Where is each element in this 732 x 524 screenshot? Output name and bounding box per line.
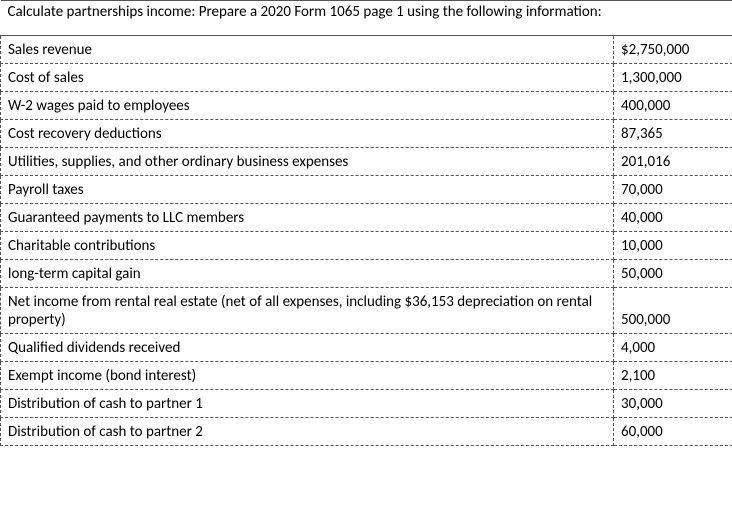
row-value: 4,000 <box>614 334 732 362</box>
row-label: Cost of sales <box>1 64 614 92</box>
table-row: Payroll taxes 70,000 <box>1 176 732 204</box>
row-value: 500,000 <box>614 288 732 334</box>
table-row: Net income from rental real estate (net … <box>1 288 732 334</box>
table-row: Guaranteed payments to LLC members 40,00… <box>1 204 732 232</box>
row-value: $2,750,000 <box>614 36 732 64</box>
row-value: 87,365 <box>614 120 732 148</box>
row-value: 50,000 <box>614 260 732 288</box>
row-label: Payroll taxes <box>1 176 614 204</box>
row-label: Sales revenue <box>1 36 614 64</box>
row-value: 60,000 <box>614 418 732 446</box>
row-value: 40,000 <box>614 204 732 232</box>
row-label: W-2 wages paid to employees <box>1 92 614 120</box>
table-row: Sales revenue $2,750,000 <box>1 36 732 64</box>
table-row: Cost recovery deductions 87,365 <box>1 120 732 148</box>
table-row: Exempt income (bond interest) 2,100 <box>1 362 732 390</box>
table-row: Distribution of cash to partner 2 60,000 <box>1 418 732 446</box>
row-label: Guaranteed payments to LLC members <box>1 204 614 232</box>
table-row: Charitable contributions 10,000 <box>1 232 732 260</box>
table-row: Distribution of cash to partner 1 30,000 <box>1 390 732 418</box>
row-label: Cost recovery deductions <box>1 120 614 148</box>
income-table: Calculate partnerships income: Prepare a… <box>0 0 732 446</box>
table-row: Utilities, supplies, and other ordinary … <box>1 148 732 176</box>
row-value: 400,000 <box>614 92 732 120</box>
row-value: 70,000 <box>614 176 732 204</box>
table-row: long-term capital gain 50,000 <box>1 260 732 288</box>
row-label: Charitable contributions <box>1 232 614 260</box>
table-header-row: Calculate partnerships income: Prepare a… <box>1 1 732 36</box>
row-label: Net income from rental real estate (net … <box>1 288 614 334</box>
row-label: Utilities, supplies, and other ordinary … <box>1 148 614 176</box>
table-title: Calculate partnerships income: Prepare a… <box>1 1 732 36</box>
row-label: Distribution of cash to partner 2 <box>1 418 614 446</box>
row-value: 201,016 <box>614 148 732 176</box>
row-label: long-term capital gain <box>1 260 614 288</box>
table-row: Qualified dividends received 4,000 <box>1 334 732 362</box>
row-label: Exempt income (bond interest) <box>1 362 614 390</box>
row-value: 30,000 <box>614 390 732 418</box>
row-label: Distribution of cash to partner 1 <box>1 390 614 418</box>
row-label: Qualified dividends received <box>1 334 614 362</box>
row-value: 2,100 <box>614 362 732 390</box>
row-value: 1,300,000 <box>614 64 732 92</box>
row-value: 10,000 <box>614 232 732 260</box>
table-row: Cost of sales 1,300,000 <box>1 64 732 92</box>
table-row: W-2 wages paid to employees 400,000 <box>1 92 732 120</box>
